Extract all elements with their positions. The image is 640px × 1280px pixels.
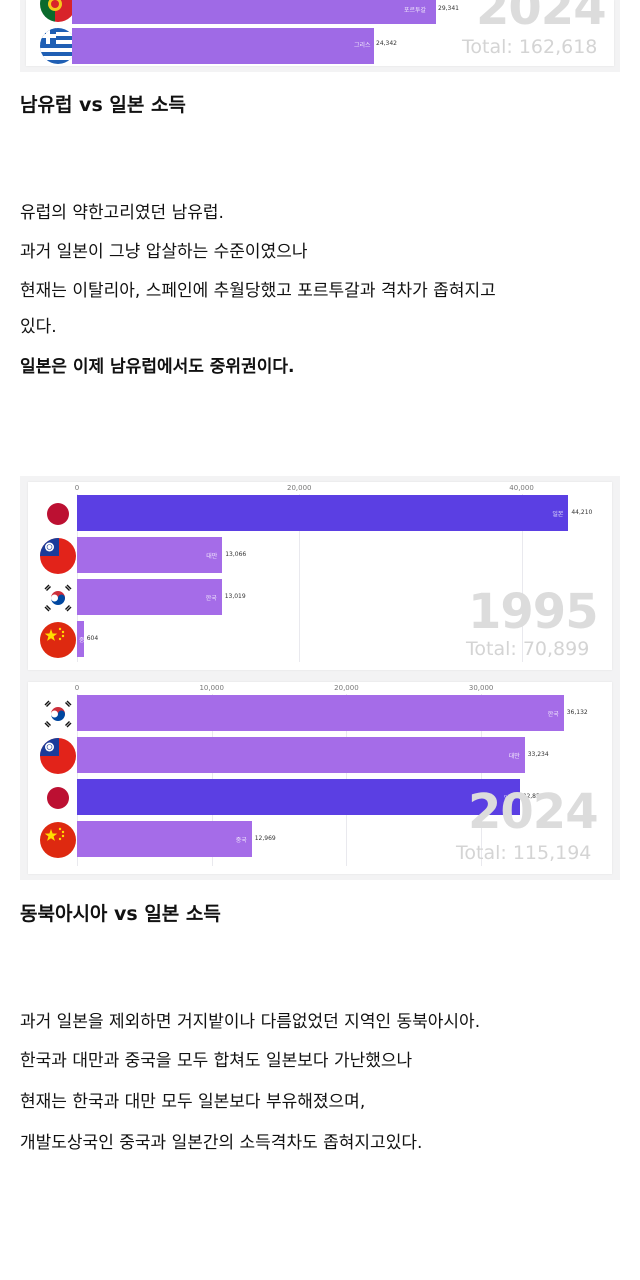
section2-heading: 동북아시아 vs 일본 소득 (20, 903, 221, 925)
bar-taiwan (77, 737, 525, 773)
total-watermark: Total: 162,618 (462, 36, 598, 58)
japan-flag-icon (40, 780, 76, 816)
korea-flag-icon (40, 696, 76, 732)
section2-line-4: 개발도상국인 중국과 일본간의 소득격차도 좁혀지고있다. (20, 1133, 423, 1153)
korea-flag-icon (40, 580, 76, 616)
top-chart: 포르투갈 29,341 그리스 24,342 2024 Total: 162,6… (26, 0, 614, 66)
bar-greece (72, 28, 374, 64)
bar-category-label: 한국 (205, 595, 217, 602)
gridline (299, 494, 301, 662)
bar-value-label: 36,132 (566, 709, 588, 716)
china-flag-icon (40, 822, 76, 858)
japan-flag-icon (40, 496, 76, 532)
bar-value-label: 604 (86, 635, 99, 642)
taiwan-flag-icon (40, 538, 76, 574)
bar-value-portugal: 29,341 (438, 5, 459, 12)
bar-china (77, 821, 252, 857)
bar-value-greece: 24,342 (376, 40, 397, 47)
axis-tick-label: 20,000 (287, 484, 312, 492)
axis-tick-label: 0 (74, 684, 80, 692)
top-chart-panel: 포르투갈 29,341 그리스 24,342 2024 Total: 162,6… (20, 0, 620, 72)
bar-category-label: 일본 (503, 795, 515, 802)
total-watermark: Total: 70,899 (466, 638, 590, 660)
bar-japan (77, 495, 569, 531)
greece-flag-icon (40, 28, 76, 64)
asia-chart-panel: 0 20,000 40,000 일본 44,210 대만 13,066 한국 13,019 중국 6… (20, 476, 620, 880)
bar-label-greece: 그리스 (354, 42, 371, 49)
bar-value-label: 13,019 (224, 593, 246, 600)
chart-1995: 0 20,000 40,000 일본 44,210 대만 13,066 한국 13,019 중국 6… (28, 482, 612, 670)
bar-category-label: 중국 (235, 837, 247, 844)
bar-value-label: 12,969 (254, 835, 276, 842)
bar-value-label: 33,234 (527, 751, 549, 758)
year-watermark: 1995 (468, 584, 599, 640)
section1-bold-line: 일본은 이제 남유럽에서도 중위권이다. (20, 357, 295, 377)
section1-heading: 남유럽 vs 일본 소득 (20, 94, 186, 116)
bar-korea (77, 695, 564, 731)
china-flag-icon (40, 622, 76, 658)
bar-portugal (72, 0, 436, 24)
bar-category-label: 중국 (79, 637, 91, 644)
section2-line-1: 과거 일본을 제외하면 거지밭이나 다름없었던 지역인 동북아시아. (20, 1012, 481, 1032)
bar-value-label: 13,066 (225, 551, 247, 558)
bar-value-label: 44,210 (571, 509, 593, 516)
bar-category-label: 한국 (547, 711, 559, 718)
bar-korea (77, 579, 222, 615)
section1-line-1: 유럽의 약한고리였던 남유럽. (20, 203, 224, 223)
taiwan-flag-icon (40, 738, 76, 774)
bar-category-label: 대만 (206, 553, 218, 560)
section2-line-2: 한국과 대만과 중국을 모두 합쳐도 일본보다 가난했으나 (20, 1051, 413, 1071)
section1-line-4: 있다. (20, 317, 57, 337)
gridline (77, 494, 78, 662)
axis-tick-label: 30,000 (468, 684, 494, 692)
section1-line-2: 과거 일본이 그냥 압살하는 수준이였으나 (20, 242, 308, 262)
section1-line-3: 현재는 이탈리아, 스페인에 추월당했고 포르투갈과 격차가 좁혀지고 (20, 281, 496, 301)
total-watermark: Total: 115,194 (456, 842, 592, 864)
bar-category-label: 대만 (508, 753, 520, 760)
year-watermark: 2024 (476, 0, 607, 36)
bar-japan (77, 779, 520, 815)
axis-tick-label: 0 (74, 484, 80, 492)
axis-tick-label: 20,000 (334, 684, 359, 692)
year-watermark: 2024 (468, 784, 599, 840)
section2-line-3: 현재는 한국과 대만 모두 일본보다 부유해졌으며, (20, 1092, 366, 1112)
gridline (521, 494, 523, 662)
bar-category-label: 일본 (552, 511, 564, 518)
bar-label-portugal: 포르투갈 (404, 7, 427, 14)
portugal-flag-icon (40, 0, 76, 22)
bar-value-label: 32,859 (522, 793, 544, 800)
chart-2024: 0 10,000 20,000 30,000 한국 36,132 대만 33,234 일본 32,… (28, 682, 612, 874)
axis-tick-label: 40,000 (509, 484, 534, 492)
bar-china (77, 621, 84, 657)
axis-tick-label: 10,000 (199, 684, 224, 692)
bar-taiwan (77, 537, 223, 573)
